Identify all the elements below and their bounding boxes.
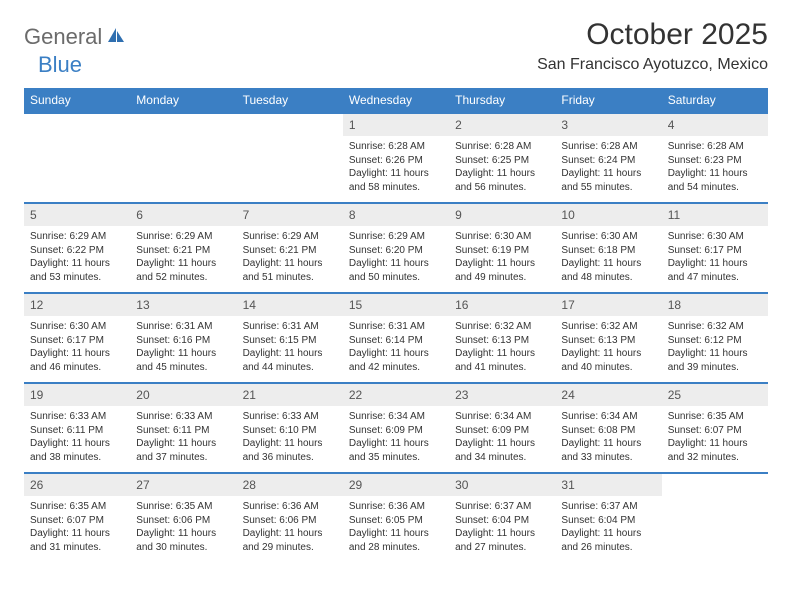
- day-info-cell: Sunrise: 6:33 AMSunset: 6:11 PMDaylight:…: [24, 406, 130, 473]
- day-info-row: Sunrise: 6:35 AMSunset: 6:07 PMDaylight:…: [24, 496, 768, 562]
- day-number-cell: [24, 113, 130, 136]
- month-title: October 2025: [537, 18, 768, 52]
- sail-icon: [106, 26, 126, 49]
- weekday-header: Monday: [130, 88, 236, 113]
- day-info-cell: Sunrise: 6:34 AMSunset: 6:09 PMDaylight:…: [449, 406, 555, 473]
- weekday-header: Friday: [555, 88, 661, 113]
- day-number-row: 19202122232425: [24, 383, 768, 406]
- day-info-cell: [237, 136, 343, 203]
- day-info-cell: Sunrise: 6:30 AMSunset: 6:17 PMDaylight:…: [662, 226, 768, 293]
- day-number-cell: 23: [449, 383, 555, 406]
- day-number-cell: 30: [449, 473, 555, 496]
- day-info-cell: Sunrise: 6:28 AMSunset: 6:26 PMDaylight:…: [343, 136, 449, 203]
- day-number-cell: 31: [555, 473, 661, 496]
- day-info-cell: Sunrise: 6:33 AMSunset: 6:10 PMDaylight:…: [237, 406, 343, 473]
- title-block: October 2025 San Francisco Ayotuzco, Mex…: [537, 18, 768, 74]
- logo: General: [24, 24, 128, 50]
- day-info-cell: Sunrise: 6:33 AMSunset: 6:11 PMDaylight:…: [130, 406, 236, 473]
- day-number-cell: 5: [24, 203, 130, 226]
- day-info-cell: Sunrise: 6:34 AMSunset: 6:08 PMDaylight:…: [555, 406, 661, 473]
- day-info-cell: Sunrise: 6:35 AMSunset: 6:07 PMDaylight:…: [24, 496, 130, 562]
- day-number-cell: 9: [449, 203, 555, 226]
- day-info-cell: Sunrise: 6:37 AMSunset: 6:04 PMDaylight:…: [449, 496, 555, 562]
- day-number-cell: 15: [343, 293, 449, 316]
- day-info-row: Sunrise: 6:30 AMSunset: 6:17 PMDaylight:…: [24, 316, 768, 383]
- day-number-cell: 2: [449, 113, 555, 136]
- day-number-cell: 4: [662, 113, 768, 136]
- day-info-cell: Sunrise: 6:32 AMSunset: 6:13 PMDaylight:…: [449, 316, 555, 383]
- day-number-cell: 26: [24, 473, 130, 496]
- day-number-cell: [237, 113, 343, 136]
- logo-text-blue: Blue: [38, 52, 82, 78]
- day-info-cell: Sunrise: 6:29 AMSunset: 6:20 PMDaylight:…: [343, 226, 449, 293]
- day-info-cell: Sunrise: 6:29 AMSunset: 6:21 PMDaylight:…: [130, 226, 236, 293]
- day-number-cell: 28: [237, 473, 343, 496]
- day-info-cell: Sunrise: 6:30 AMSunset: 6:17 PMDaylight:…: [24, 316, 130, 383]
- weekday-header: Tuesday: [237, 88, 343, 113]
- day-number-cell: 29: [343, 473, 449, 496]
- day-number-cell: 21: [237, 383, 343, 406]
- day-info-cell: [130, 136, 236, 203]
- day-number-cell: [662, 473, 768, 496]
- day-number-cell: 27: [130, 473, 236, 496]
- day-number-cell: 20: [130, 383, 236, 406]
- day-number-cell: 22: [343, 383, 449, 406]
- day-info-cell: Sunrise: 6:32 AMSunset: 6:13 PMDaylight:…: [555, 316, 661, 383]
- day-number-cell: 11: [662, 203, 768, 226]
- day-number-cell: 24: [555, 383, 661, 406]
- day-info-cell: [24, 136, 130, 203]
- day-number-row: 262728293031: [24, 473, 768, 496]
- day-info-cell: Sunrise: 6:29 AMSunset: 6:22 PMDaylight:…: [24, 226, 130, 293]
- day-number-cell: 8: [343, 203, 449, 226]
- day-info-cell: Sunrise: 6:35 AMSunset: 6:06 PMDaylight:…: [130, 496, 236, 562]
- day-info-row: Sunrise: 6:29 AMSunset: 6:22 PMDaylight:…: [24, 226, 768, 293]
- day-number-cell: 10: [555, 203, 661, 226]
- day-info-cell: Sunrise: 6:28 AMSunset: 6:25 PMDaylight:…: [449, 136, 555, 203]
- day-info-row: Sunrise: 6:33 AMSunset: 6:11 PMDaylight:…: [24, 406, 768, 473]
- day-number-cell: 7: [237, 203, 343, 226]
- day-number-row: 1234: [24, 113, 768, 136]
- day-number-cell: 1: [343, 113, 449, 136]
- weekday-header: Thursday: [449, 88, 555, 113]
- day-number-cell: 19: [24, 383, 130, 406]
- day-info-cell: Sunrise: 6:29 AMSunset: 6:21 PMDaylight:…: [237, 226, 343, 293]
- day-number-cell: 14: [237, 293, 343, 316]
- day-info-cell: Sunrise: 6:32 AMSunset: 6:12 PMDaylight:…: [662, 316, 768, 383]
- day-number-row: 12131415161718: [24, 293, 768, 316]
- day-info-cell: Sunrise: 6:31 AMSunset: 6:14 PMDaylight:…: [343, 316, 449, 383]
- day-info-cell: Sunrise: 6:36 AMSunset: 6:06 PMDaylight:…: [237, 496, 343, 562]
- weekday-header-row: Sunday Monday Tuesday Wednesday Thursday…: [24, 88, 768, 113]
- day-info-cell: Sunrise: 6:30 AMSunset: 6:19 PMDaylight:…: [449, 226, 555, 293]
- weekday-header: Sunday: [24, 88, 130, 113]
- day-number-cell: 13: [130, 293, 236, 316]
- location: San Francisco Ayotuzco, Mexico: [537, 56, 768, 74]
- day-info-cell: Sunrise: 6:37 AMSunset: 6:04 PMDaylight:…: [555, 496, 661, 562]
- day-info-cell: Sunrise: 6:36 AMSunset: 6:05 PMDaylight:…: [343, 496, 449, 562]
- weekday-header: Saturday: [662, 88, 768, 113]
- day-info-cell: Sunrise: 6:31 AMSunset: 6:15 PMDaylight:…: [237, 316, 343, 383]
- day-info-cell: Sunrise: 6:34 AMSunset: 6:09 PMDaylight:…: [343, 406, 449, 473]
- day-number-cell: 6: [130, 203, 236, 226]
- day-number-cell: 17: [555, 293, 661, 316]
- calendar-body: 1234Sunrise: 6:28 AMSunset: 6:26 PMDayli…: [24, 113, 768, 562]
- logo-text-general: General: [24, 24, 102, 50]
- weekday-header: Wednesday: [343, 88, 449, 113]
- day-number-cell: [130, 113, 236, 136]
- day-info-cell: Sunrise: 6:28 AMSunset: 6:23 PMDaylight:…: [662, 136, 768, 203]
- day-info-cell: Sunrise: 6:30 AMSunset: 6:18 PMDaylight:…: [555, 226, 661, 293]
- day-number-row: 567891011: [24, 203, 768, 226]
- day-info-cell: Sunrise: 6:31 AMSunset: 6:16 PMDaylight:…: [130, 316, 236, 383]
- calendar-table: Sunday Monday Tuesday Wednesday Thursday…: [24, 88, 768, 562]
- day-number-cell: 16: [449, 293, 555, 316]
- day-info-cell: Sunrise: 6:35 AMSunset: 6:07 PMDaylight:…: [662, 406, 768, 473]
- day-number-cell: 12: [24, 293, 130, 316]
- day-info-row: Sunrise: 6:28 AMSunset: 6:26 PMDaylight:…: [24, 136, 768, 203]
- day-number-cell: 25: [662, 383, 768, 406]
- day-info-cell: Sunrise: 6:28 AMSunset: 6:24 PMDaylight:…: [555, 136, 661, 203]
- day-number-cell: 3: [555, 113, 661, 136]
- day-number-cell: 18: [662, 293, 768, 316]
- day-info-cell: [662, 496, 768, 562]
